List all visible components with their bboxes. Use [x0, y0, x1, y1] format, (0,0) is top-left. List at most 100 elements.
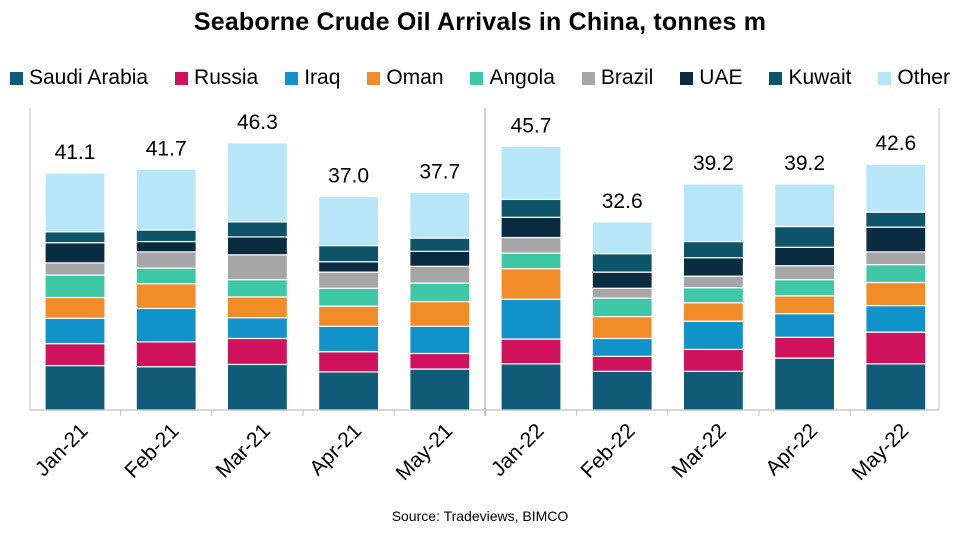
- bar-segment-oman-apr-21: [318, 305, 380, 327]
- bar-segment-saudi-arabia-mar-22: [682, 370, 745, 411]
- total-label: 42.6: [875, 132, 916, 155]
- bar-segment-other-feb-22: [591, 221, 653, 255]
- bar-segment-iraq-feb-22: [591, 337, 653, 357]
- bar-segment-saudi-arabia-apr-21: [318, 371, 380, 411]
- total-label: 46.3: [237, 111, 278, 134]
- total-label: 45.7: [511, 114, 552, 137]
- bar-segment-saudi-arabia-feb-22: [591, 370, 653, 411]
- bar-segment-russia-feb-22: [591, 355, 653, 372]
- chart-plot: 41.1 Jan-21 41.7 Feb-21 46.3 Mar-21 37.0 Apr-21…: [29, 108, 940, 485]
- bar-segment-oman-feb-21: [135, 283, 197, 310]
- bar-segment-kuwait-may-21: [409, 237, 471, 252]
- bar-segment-uae-feb-22: [591, 271, 653, 289]
- bar-segment-oman-apr-22: [773, 295, 836, 315]
- bar-segment-angola-jan-21: [44, 274, 106, 299]
- bar-segment-uae-mar-21: [226, 236, 288, 256]
- bar-segment-russia-mar-22: [682, 348, 745, 372]
- bar-segment-brazil-may-22: [865, 251, 927, 266]
- bar-segment-uae-feb-21: [135, 240, 197, 253]
- x-tick-label: Apr-21: [305, 419, 366, 480]
- bar-segment-other-apr-21: [318, 195, 380, 247]
- bar-segment-saudi-arabia-jan-21: [44, 364, 106, 411]
- bar-segment-saudi-arabia-apr-22: [773, 357, 836, 411]
- legend-swatch: [581, 71, 595, 85]
- legend-item-other: Other: [878, 66, 950, 90]
- bar-segment-uae-jan-22: [500, 216, 562, 239]
- bar-segment-oman-jan-22: [500, 268, 562, 300]
- bar-segment-angola-mar-22: [682, 287, 745, 304]
- x-tick-label: May-22: [848, 419, 914, 485]
- legend-item-brazil: Brazil: [581, 66, 654, 90]
- bar-segment-russia-feb-21: [135, 341, 197, 368]
- legend-swatch: [367, 71, 381, 85]
- legend-label: UAE: [699, 66, 743, 89]
- bar-segment-other-may-22: [865, 163, 927, 213]
- legend-swatch: [285, 71, 299, 85]
- total-label: 39.2: [784, 152, 825, 175]
- bar-segment-russia-jan-21: [44, 343, 106, 367]
- bar-segment-angola-mar-21: [226, 279, 288, 298]
- legend-item-iraq: Iraq: [285, 66, 340, 90]
- bar-segment-russia-may-21: [409, 352, 471, 370]
- bar-segment-russia-apr-22: [773, 336, 836, 359]
- bar-segment-oman-mar-22: [682, 302, 745, 322]
- legend-label: Angola: [489, 66, 555, 89]
- bar-segment-kuwait-jan-22: [500, 198, 562, 218]
- legend-label: Iraq: [304, 66, 341, 89]
- total-label: 41.7: [146, 137, 187, 160]
- bar-segment-oman-jan-21: [44, 296, 106, 319]
- legend-item-oman: Oman: [367, 66, 444, 90]
- bar-segment-brazil-may-21: [409, 265, 471, 284]
- bar-segment-russia-may-22: [865, 331, 927, 365]
- bar-segment-kuwait-mar-22: [682, 240, 745, 259]
- bar-segment-iraq-jan-21: [44, 317, 106, 345]
- bar-segment-iraq-apr-21: [318, 325, 380, 353]
- x-tick-label: Jan-22: [487, 419, 549, 481]
- legend-label: Brazil: [600, 66, 654, 89]
- bar-segment-other-may-21: [409, 191, 471, 239]
- legend-item-uae: UAE: [680, 66, 742, 90]
- bar-segment-oman-mar-21: [226, 296, 288, 319]
- bar-segment-uae-may-21: [409, 250, 471, 267]
- bar-segment-uae-apr-21: [318, 261, 380, 273]
- total-label: 37.0: [328, 165, 369, 188]
- bar-segment-angola-may-22: [865, 264, 927, 284]
- bar-segment-iraq-mar-21: [226, 317, 288, 340]
- chart-title: Seaborne Crude Oil Arrivals in China, to…: [193, 8, 767, 36]
- legend: Saudi Arabia Russia Iraq Oman Angola Brazil UA…: [10, 66, 950, 90]
- bar-segment-angola-apr-21: [318, 287, 380, 307]
- bar-segment-oman-may-21: [409, 300, 471, 327]
- bar-segment-other-feb-21: [135, 168, 197, 231]
- bar-segment-saudi-arabia-jan-22: [500, 363, 562, 411]
- bar-segment-brazil-mar-21: [226, 254, 288, 281]
- x-tick-label: May-21: [392, 419, 458, 485]
- bar-segment-russia-apr-21: [318, 351, 380, 373]
- bar-segment-other-mar-21: [226, 142, 288, 223]
- bar-segment-iraq-mar-22: [682, 320, 745, 351]
- bar-segment-kuwait-mar-21: [226, 221, 288, 238]
- bar-segment-iraq-feb-21: [135, 307, 197, 343]
- bar-segment-iraq-may-22: [865, 304, 927, 333]
- legend-item-russia: Russia: [175, 66, 258, 90]
- bar-segment-angola-feb-21: [135, 267, 197, 285]
- bar-segment-brazil-jan-22: [500, 236, 562, 254]
- total-label: 32.6: [602, 190, 643, 213]
- total-label: 41.1: [55, 141, 96, 164]
- bar-segment-uae-jan-21: [44, 242, 106, 264]
- bar-segment-uae-may-22: [865, 226, 927, 253]
- bar-segment-kuwait-feb-21: [135, 229, 197, 243]
- bar-segment-angola-feb-22: [591, 297, 653, 318]
- bar-segment-other-mar-22: [682, 183, 745, 243]
- bar-segment-uae-apr-22: [773, 246, 836, 267]
- legend-item-kuwait: Kuwait: [769, 66, 851, 90]
- chart-source: Source: Tradeviews, BIMCO: [391, 508, 569, 524]
- legend-swatch: [680, 71, 694, 85]
- x-tick-label: Apr-22: [761, 419, 822, 480]
- bar-segment-brazil-jan-21: [44, 262, 106, 276]
- x-tick-label: Feb-22: [576, 419, 639, 482]
- bar-segment-kuwait-jan-21: [44, 231, 106, 244]
- bar-segment-saudi-arabia-feb-21: [135, 366, 197, 411]
- bar-segment-iraq-may-21: [409, 325, 471, 355]
- bar-segment-russia-mar-21: [226, 337, 288, 366]
- x-tick-label: Feb-21: [120, 419, 183, 482]
